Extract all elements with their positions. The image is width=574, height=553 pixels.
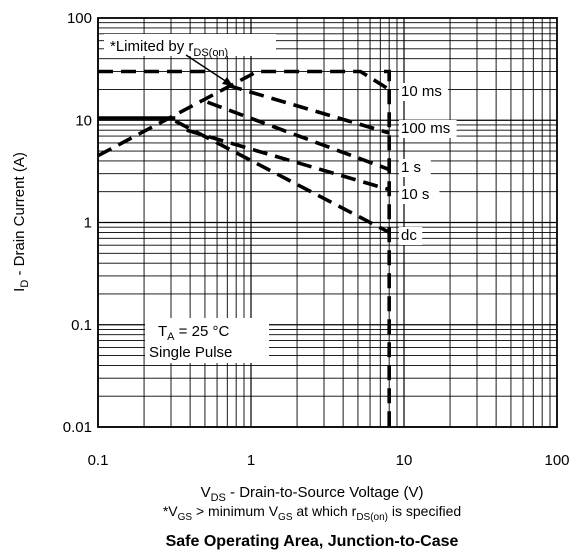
limited-annotation-text: *Limited by rDS(on) bbox=[110, 38, 228, 59]
conditions-box bbox=[145, 318, 269, 363]
x-tick-label: 0.1 bbox=[88, 452, 109, 469]
x-tick-label: 100 bbox=[544, 452, 569, 469]
plot-frame bbox=[97, 17, 558, 428]
y-tick-label: 0.01 bbox=[63, 419, 92, 436]
x-tick-label: 10 bbox=[396, 452, 413, 469]
series-label-bg bbox=[399, 159, 431, 177]
y-axis-label: ID - Drain Current (A) bbox=[11, 152, 31, 292]
tick-labels: 0.1 1 10 100 0.01 0.1 1 10 100 bbox=[63, 10, 570, 469]
series-layer bbox=[97, 69, 392, 427]
series-dc bbox=[174, 119, 391, 234]
limited-arrow-head bbox=[222, 77, 233, 86]
limit-line bbox=[384, 69, 392, 427]
series-label: 10 ms bbox=[401, 83, 442, 100]
series-label: 1 s bbox=[401, 159, 421, 176]
series-labels: 10 ms 100 ms 1 s 10 s dc bbox=[399, 83, 457, 245]
chart-title: Safe Operating Area, Junction-to-Case bbox=[166, 533, 459, 550]
series-100-ms bbox=[226, 83, 390, 135]
series-label: dc bbox=[401, 227, 417, 244]
y-tick-label: 0.1 bbox=[71, 317, 92, 334]
series-label-bg bbox=[399, 186, 440, 204]
conditions-line1: TA = 25 °C bbox=[158, 323, 229, 343]
series-label: 10 s bbox=[401, 186, 429, 203]
series-label: 100 ms bbox=[401, 120, 450, 137]
limited-annotation-box bbox=[104, 34, 276, 56]
limited-annotation-arrow bbox=[185, 54, 228, 83]
series-label-bg bbox=[399, 227, 423, 245]
series-label-bg bbox=[399, 120, 457, 138]
conditions-line2: Single Pulse bbox=[149, 344, 232, 361]
grid bbox=[97, 17, 558, 428]
y-tick-label: 10 bbox=[75, 112, 92, 129]
footnote: *VGS > minimum VGS at which rDS(on) is s… bbox=[163, 503, 461, 523]
series-1-s bbox=[206, 100, 390, 172]
conditions-annotation: TA = 25 °C Single Pulse bbox=[145, 318, 269, 363]
y-tick-label: 100 bbox=[67, 10, 92, 27]
series-10-ms bbox=[97, 69, 391, 158]
limited-annotation: *Limited by rDS(on) bbox=[104, 34, 276, 86]
y-tick-label: 1 bbox=[84, 215, 92, 232]
series-10-s bbox=[186, 128, 390, 192]
series-label-bg bbox=[399, 83, 448, 101]
x-tick-label: 1 bbox=[247, 452, 255, 469]
x-axis-label: VDS - Drain-to-Source Voltage (V) bbox=[201, 484, 424, 504]
